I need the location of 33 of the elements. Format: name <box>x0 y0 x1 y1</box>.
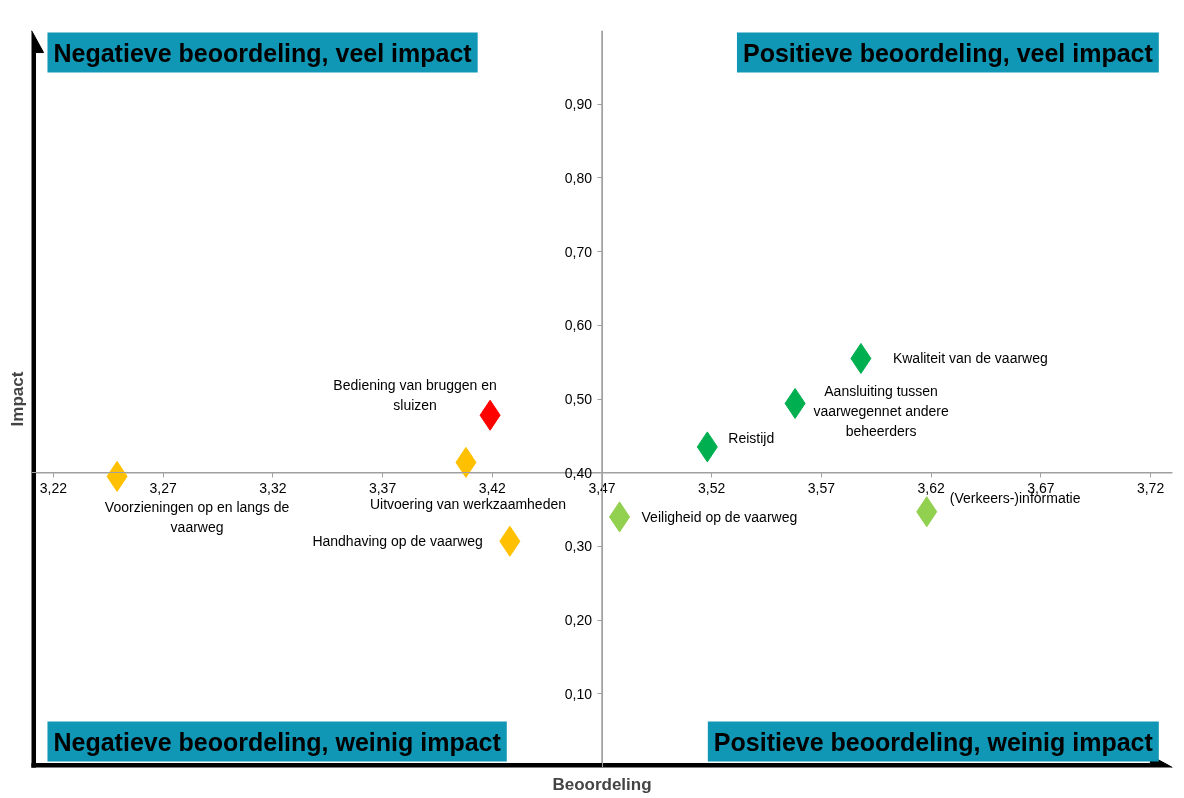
annotation: Aansluiting tussen vaarwegennet andere beheerders <box>813 383 950 440</box>
y-tick-label: 0,60 <box>564 317 593 334</box>
annotation: Reistijd <box>728 429 775 446</box>
y-tick-label: 0,10 <box>564 685 593 702</box>
x-tick-label: 3,32 <box>259 479 287 496</box>
annotation: Voorzieningen op en langs de vaarweg <box>104 499 290 536</box>
annotation: Veiligheid op de vaarweg <box>641 508 798 525</box>
y-tick-label: 0,80 <box>564 169 593 186</box>
x-tick-label: 3,27 <box>149 479 177 496</box>
x-tick-label: 3,37 <box>368 479 397 496</box>
annotation: Kwaliteit van de vaarweg <box>892 350 1048 367</box>
x-axis-title: Beoordeling <box>552 774 652 794</box>
x-tick-label: 3,47 <box>588 479 616 496</box>
y-tick-label: 0,50 <box>564 391 593 407</box>
x-tick-label: 3,52 <box>698 479 726 496</box>
y-tick-label: 0,90 <box>564 96 593 113</box>
annotation: Negatieve beoordeling, veel impact <box>53 38 473 67</box>
annotation: Negatieve beoordeling, weinig impact <box>53 727 502 756</box>
annotation: Positieve beoordeling, weinig impact <box>713 727 1154 756</box>
annotation: Uitvoering van werkzaamheden <box>369 496 567 513</box>
y-axis-title: Impact <box>7 371 27 427</box>
y-tick-label: 0,70 <box>564 243 593 260</box>
x-tick-label: 3,42 <box>478 479 507 496</box>
x-tick-label: 3,22 <box>39 479 68 496</box>
annotation: Positieve beoordeling, veel impact <box>742 38 1154 67</box>
y-tick-label: 0,40 <box>564 464 593 481</box>
y-tick-label: 0,20 <box>564 612 593 629</box>
x-tick-label: 3,62 <box>917 479 945 496</box>
y-tick-label: 0,30 <box>564 538 593 555</box>
x-tick-label: 3,72 <box>1136 479 1165 496</box>
x-tick-label: 3,57 <box>807 479 836 496</box>
annotation: Bediening van bruggen en sluizen <box>333 377 497 414</box>
annotation: Handhaving op de vaarweg <box>312 533 483 550</box>
